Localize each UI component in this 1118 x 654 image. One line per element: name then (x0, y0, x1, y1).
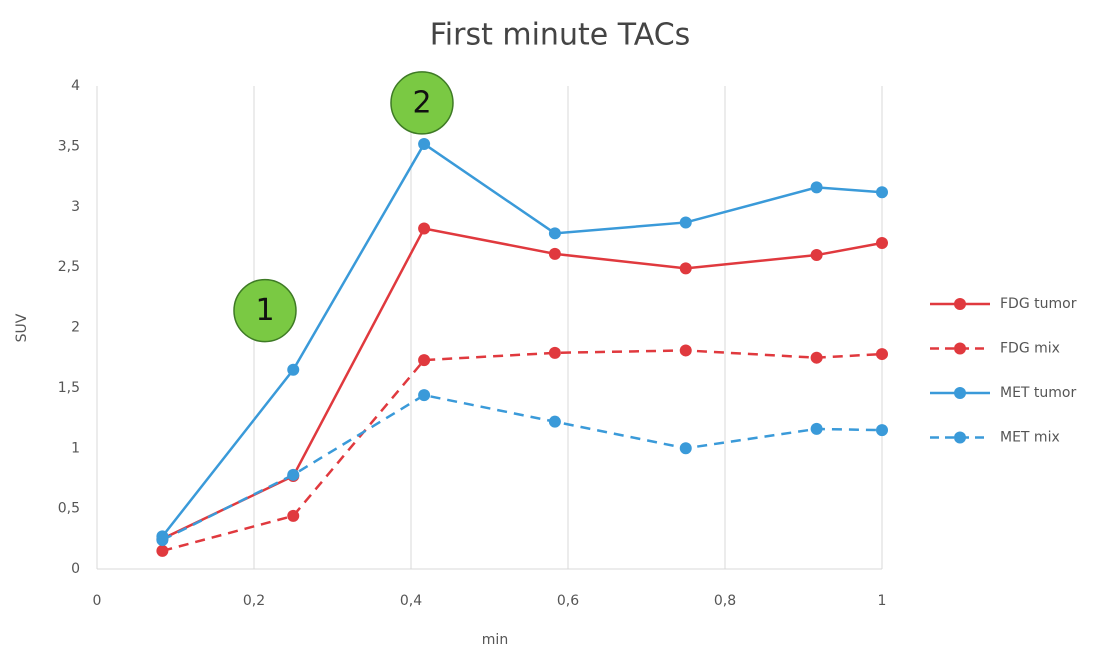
point (287, 363, 300, 376)
point (548, 415, 561, 428)
series-line (161, 227, 883, 540)
point (679, 442, 692, 455)
point (418, 354, 431, 367)
point (810, 181, 823, 194)
y-tick-label: 2,5 (58, 259, 80, 275)
y-tick-label: 3 (71, 199, 80, 215)
point (876, 424, 888, 437)
annotation-text: 1 (255, 293, 274, 328)
x-tick-label: 0,4 (400, 593, 422, 609)
y-tick-label: 0,5 (58, 501, 80, 517)
legend-label: FDG tumor (1000, 296, 1077, 312)
point (548, 346, 561, 359)
point (876, 186, 888, 199)
point (810, 422, 823, 435)
y-tick-label: 4 (71, 78, 80, 94)
point (418, 137, 431, 150)
legend-label: MET mix (1000, 430, 1060, 446)
point (156, 534, 169, 547)
y-tick-label: 0 (71, 561, 80, 577)
point (679, 262, 692, 275)
point (287, 468, 300, 481)
point (418, 389, 431, 402)
y-axis-label: SUV (14, 313, 30, 342)
legend-marker (954, 387, 966, 399)
x-axis-label: min (482, 632, 508, 648)
point (876, 236, 888, 249)
y-tick-label: 3,5 (58, 138, 80, 154)
x-tick-label: 0,2 (243, 593, 265, 609)
chart-title: First minute TACs (430, 18, 691, 53)
point (548, 247, 561, 260)
point (810, 249, 823, 262)
point (287, 509, 300, 522)
series-line (161, 393, 883, 542)
annotation-badge (390, 71, 454, 135)
legend-marker (954, 298, 966, 310)
y-tick-label: 2 (71, 320, 80, 336)
annotation-badge (233, 278, 297, 343)
x-tick-label: 0,6 (557, 593, 579, 609)
x-tick-label: 0 (93, 593, 102, 609)
annotation-text: 2 (412, 85, 431, 120)
point (679, 344, 692, 357)
x-tick-label: 0,8 (714, 593, 736, 609)
legend-marker (954, 431, 966, 444)
point (418, 222, 431, 235)
legend-marker (954, 342, 966, 355)
x-tick-label: 1 (878, 593, 887, 609)
point (548, 227, 561, 240)
legend-label: FDG mix (1000, 341, 1060, 357)
legend-label: MET tumor (1000, 385, 1076, 401)
y-tick-label: 1 (71, 440, 80, 456)
point (156, 544, 169, 557)
point (876, 348, 888, 361)
series-line (162, 349, 883, 553)
point (679, 216, 692, 229)
y-tick-label: 1,5 (58, 380, 80, 396)
point (810, 351, 823, 364)
